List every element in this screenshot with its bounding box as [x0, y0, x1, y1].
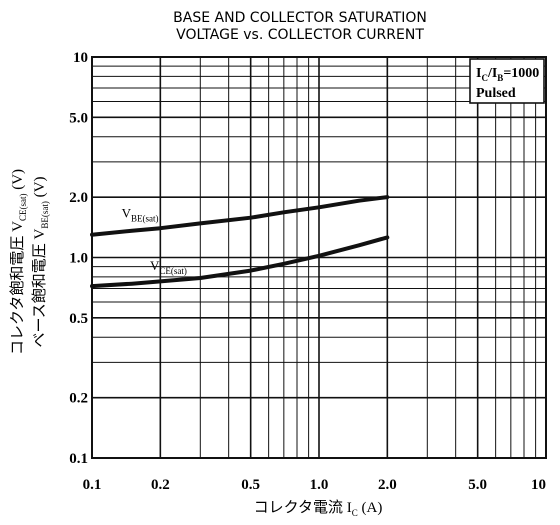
series-point: [250, 270, 252, 272]
y-axis-label-vbe: ベース飽和電圧 VBE(sat) (V): [31, 177, 50, 348]
series-point: [318, 206, 320, 208]
series-point: [386, 196, 388, 198]
series-point: [159, 280, 161, 282]
chart-title-line-1: BASE AND COLLECTOR SATURATION: [173, 10, 427, 26]
series-point: [386, 236, 388, 238]
x-tick-label: 0.5: [241, 477, 260, 493]
series-point: [250, 217, 252, 219]
y-tick-label: 0.2: [69, 391, 88, 407]
series-point: [199, 222, 201, 224]
y-tick-label: 5.0: [69, 110, 88, 126]
series-point: [318, 255, 320, 257]
x-tick-label: 10: [531, 477, 546, 493]
y-tick-label: 10: [73, 50, 88, 66]
series-point: [358, 200, 360, 202]
series-label: VCE(sat): [150, 258, 187, 276]
x-tick-label: 1.0: [310, 477, 329, 493]
series-point: [159, 227, 161, 229]
y-tick-label: 0.1: [69, 451, 88, 467]
x-tick-labels: 0.1 0.2 0.5 1.0 2.0 5.0 10: [83, 477, 546, 493]
series-point: [283, 211, 285, 213]
annotation-ratio: IC/IB=1000: [476, 66, 539, 83]
series-point: [91, 234, 93, 236]
chart-title-line-2: VOLTAGE vs. COLLECTOR CURRENT: [176, 27, 424, 43]
x-tick-label: 2.0: [378, 477, 397, 493]
series-point: [283, 263, 285, 265]
series-label: VBE(sat): [122, 206, 159, 224]
annotation-pulsed: Pulsed: [476, 86, 516, 101]
annotation-box-frame: [469, 58, 545, 104]
series-point: [131, 230, 133, 232]
annotation-box: IC/IB=1000 Pulsed: [469, 58, 545, 104]
x-axis-label: コレクタ電流 IC (A): [254, 499, 383, 518]
plot-frame: [91, 56, 547, 459]
y-tick-labels: 0.1 0.2 0.5 1.0 2.0 5.0 10: [69, 50, 88, 467]
series-point: [91, 285, 93, 287]
y-tick-label: 0.5: [69, 311, 88, 327]
series-point: [199, 277, 201, 279]
x-tick-label: 5.0: [468, 477, 487, 493]
grid: [92, 57, 546, 458]
series-line: [90, 235, 390, 289]
series-point: [358, 244, 360, 246]
y-axis-label-vce: コレクタ飽和電圧 VCE(sat) (V): [9, 169, 28, 355]
x-tick-label: 0.2: [151, 477, 170, 493]
series-point: [131, 283, 133, 285]
y-tick-label: 1.0: [69, 251, 88, 267]
x-tick-label: 0.1: [83, 477, 102, 493]
series: VBE(sat) VCE(sat): [90, 195, 390, 289]
y-tick-label: 2.0: [69, 190, 88, 206]
